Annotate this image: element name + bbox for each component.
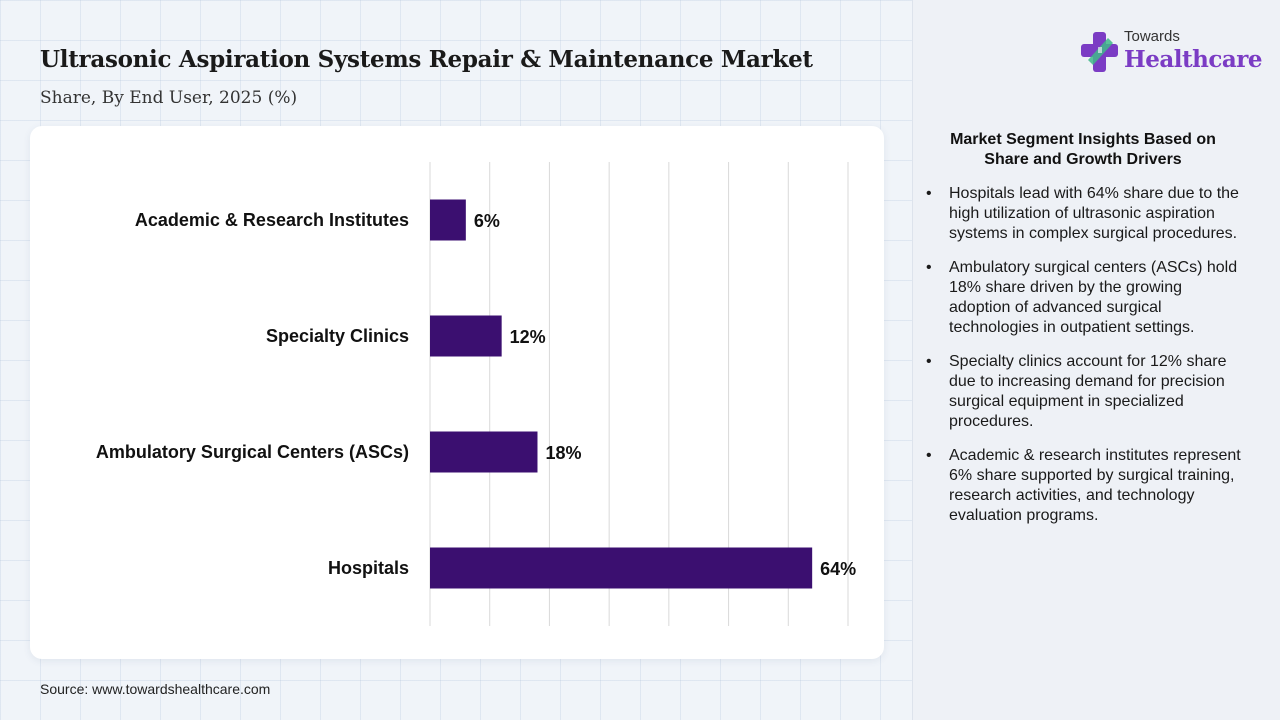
chart-title: Ultrasonic Aspiration Systems Repair & M… bbox=[40, 46, 813, 73]
bar-hospitals bbox=[430, 547, 813, 589]
insight-item-specialty-clinics: Specialty clinics account for 12% share … bbox=[926, 352, 1246, 432]
value-label-specialty-clinics: 12% bbox=[510, 327, 546, 347]
brand-logo: Towards Healthcare bbox=[1080, 28, 1263, 78]
value-label-hospitals: 64% bbox=[820, 559, 856, 579]
chart-card: Academic & Research Institutes 6% Specialt… bbox=[30, 126, 884, 659]
bar-ambulatory-surgical-centers-ascs bbox=[430, 431, 538, 473]
insight-item-academic: Academic & research institutes represent… bbox=[926, 446, 1246, 526]
insight-item-ascs: Ambulatory surgical centers (ASCs) hold … bbox=[926, 258, 1246, 338]
insight-item-hospitals: Hospitals lead with 64% share due to the… bbox=[926, 184, 1246, 244]
bar-academic-research-institutes bbox=[430, 199, 466, 241]
insights-list: Hospitals lead with 64% share due to the… bbox=[926, 184, 1246, 540]
logo-text-small: Towards bbox=[1124, 28, 1180, 45]
bar-chart: Academic & Research Institutes 6% Specialt… bbox=[96, 162, 856, 626]
category-label-academic-research-institutes: Academic & Research Institutes bbox=[135, 210, 409, 230]
logo-text-big: Healthcare bbox=[1124, 46, 1263, 73]
category-label-specialty-clinics: Specialty Clinics bbox=[266, 326, 409, 346]
insights-title: Market Segment Insights Based on Share a… bbox=[950, 131, 1216, 168]
medical-cross-icon bbox=[1081, 32, 1118, 72]
bar-specialty-clinics bbox=[430, 315, 502, 357]
source-note: Source: www.towardshealthcare.com bbox=[40, 681, 271, 697]
value-label-ambulatory-surgical-centers-ascs: 18% bbox=[545, 443, 581, 463]
category-label-ambulatory-surgical-centers-ascs: Ambulatory Surgical Centers (ASCs) bbox=[96, 442, 409, 462]
chart-subtitle: Share, By End User, 2025 (%) bbox=[40, 88, 298, 108]
category-label-hospitals: Hospitals bbox=[328, 558, 409, 578]
value-label-academic-research-institutes: 6% bbox=[474, 211, 500, 231]
